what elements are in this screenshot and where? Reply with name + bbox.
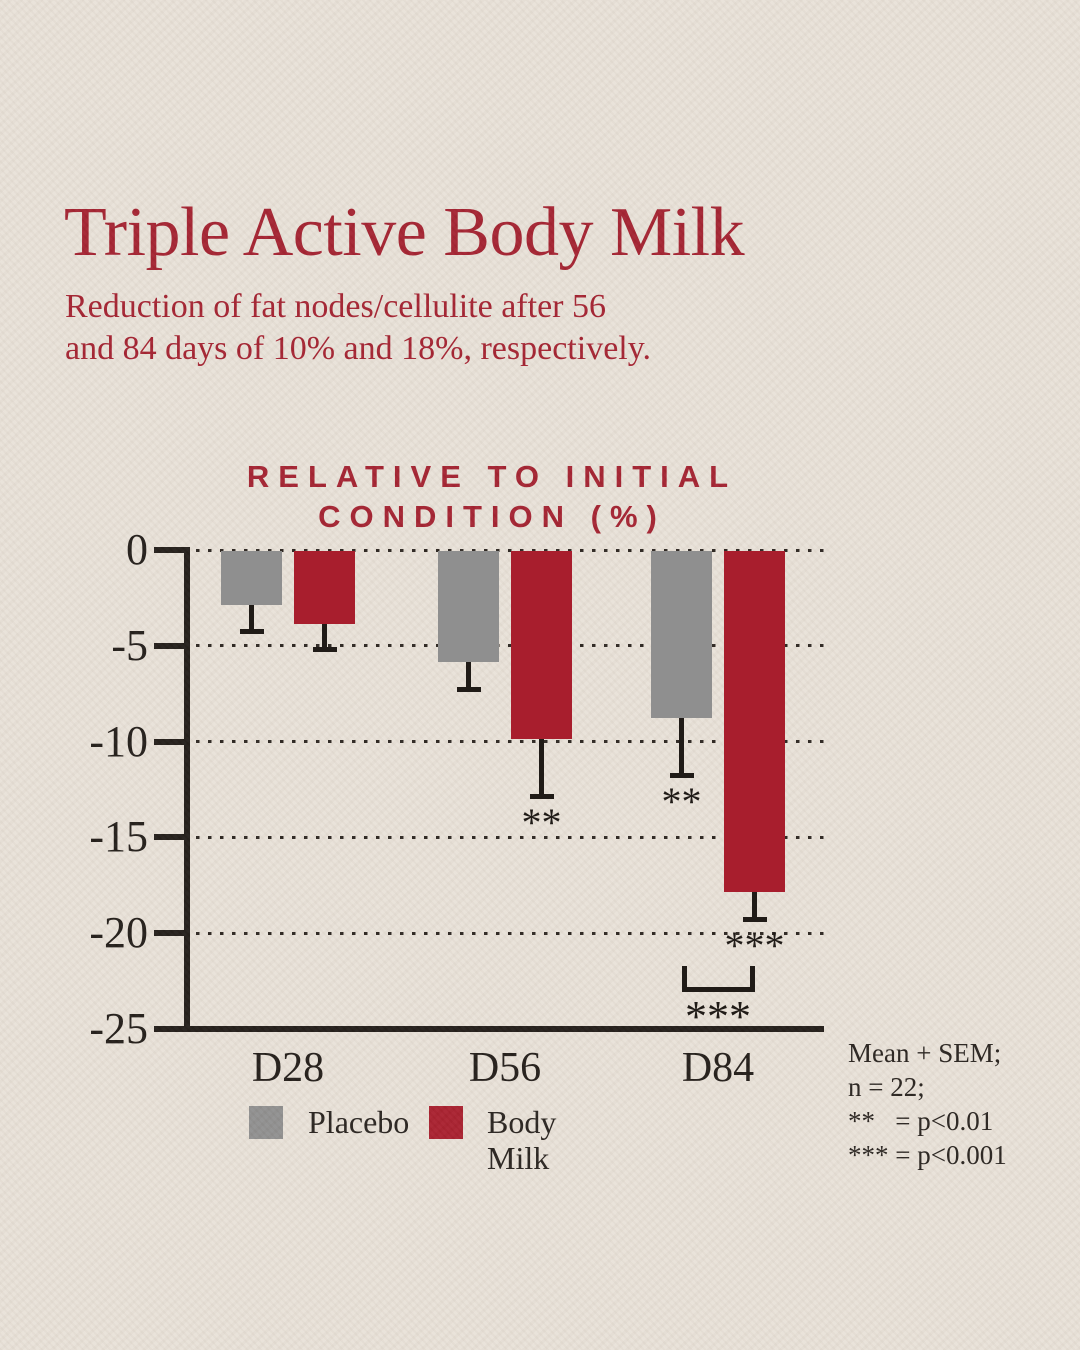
y-tick [154,930,190,937]
bar-bodymilk-d84 [724,551,785,893]
y-tick-label: -10 [89,716,148,766]
page-subtitle: Reduction of fat nodes/cellulite after 5… [65,286,825,370]
error-bar [322,623,327,651]
legend-swatch-placebo [249,1106,283,1139]
chart-title-line: CONDITION (%) [318,499,666,534]
y-gridline [196,835,824,839]
error-bar [466,662,471,691]
y-tick-label: -15 [89,812,148,862]
y-gridline [196,548,824,552]
y-tick [154,547,190,553]
error-bar [249,604,254,634]
y-tick [154,1026,190,1032]
y-tick-label: -20 [89,908,148,958]
legend-swatch-bodymilk [429,1106,463,1139]
footnote-line: n = 22; [848,1072,925,1102]
subtitle-line: and 84 days of 10% and 18%, respectively… [65,330,652,367]
significance-bracket-stars: *** [685,991,751,1041]
x-tick-label: D56 [468,1045,542,1091]
bar-placebo-d28 [221,551,282,605]
bar-bodymilk-d28 [294,551,355,624]
y-axis-line [184,547,190,1032]
significance-stars: *** [724,922,785,968]
footnote-line: ** = p<0.01 [848,1106,994,1136]
chart-title: RELATIVE TO INITIAL CONDITION (%) [140,457,844,537]
y-tick [154,834,190,841]
significance-stars: ** [521,800,562,846]
x-tick-label: D84 [681,1045,755,1091]
footnote-line: Mean + SEM; [848,1038,1002,1068]
error-bar [679,717,684,778]
legend-label-bodymilk: Body Milk [487,1104,557,1176]
error-bar-cap [529,794,554,800]
error-bar [539,738,544,799]
significance-bracket [681,965,755,992]
y-tick-label: -5 [111,620,148,670]
error-bar-cap [669,773,694,779]
x-tick-label: D28 [251,1045,325,1091]
error-bar-cap [742,916,767,922]
bar-bodymilk-d56 [511,551,572,739]
footnote: Mean + SEM; n = 22; ** = p<0.01 *** = p<… [848,1036,1068,1172]
y-gridline [196,931,824,935]
chart-title-line: RELATIVE TO INITIAL [246,459,738,494]
y-gridline [196,644,824,648]
legend-label-placebo: Placebo [308,1104,410,1140]
subtitle-line: Reduction of fat nodes/cellulite after 5… [65,288,606,325]
error-bar [752,892,757,921]
y-tick-label: -25 [89,1004,148,1053]
significance-stars: ** [661,779,702,825]
bar-placebo-d56 [438,551,499,663]
footnote-line: *** = p<0.001 [848,1140,1007,1170]
error-bar-cap [312,646,337,652]
y-tick [154,642,190,649]
error-bar-cap [456,686,481,692]
y-tick [154,738,190,745]
y-gridline [196,740,824,744]
bar-placebo-d84 [651,551,712,718]
y-tick-label: 0 [126,525,148,574]
x-axis-line [154,1026,824,1032]
error-bar-cap [239,629,264,635]
page-title: Triple Active Body Milk [64,194,745,271]
